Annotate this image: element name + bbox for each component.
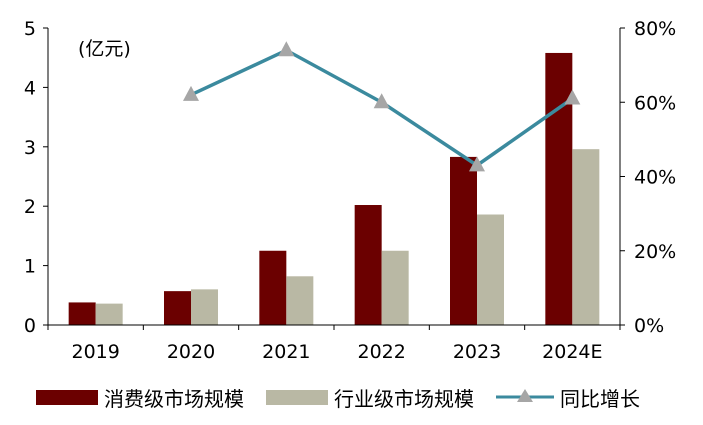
legend: 消费级市场规模 行业级市场规模 同比增长 xyxy=(36,382,662,412)
right-tick-label: 80% xyxy=(634,18,676,40)
axes xyxy=(47,28,621,326)
x-tick-label: 2023 xyxy=(453,341,501,363)
bars xyxy=(68,52,600,325)
right-tick-label: 60% xyxy=(634,92,676,114)
bar-industry-2023 xyxy=(477,214,504,325)
growth-line xyxy=(183,41,581,172)
bar-consumer-2022 xyxy=(354,205,382,325)
bar-industry-2020 xyxy=(191,289,218,325)
growth-marker xyxy=(183,85,199,101)
bar-consumer-2024E xyxy=(545,52,573,325)
x-tick-label: 2020 xyxy=(167,341,215,363)
legend-item-consumer: 消费级市场规模 xyxy=(36,383,244,412)
growth-marker xyxy=(278,41,295,57)
bar-consumer-2023 xyxy=(450,156,477,325)
x-tick-label: 2019 xyxy=(71,341,119,363)
bar-industry-2021 xyxy=(286,276,314,325)
left-tick-label: 3 xyxy=(24,137,36,159)
legend-swatch-industry xyxy=(266,389,328,405)
x-ticks: 2019 2020 2021 2022 2023 2024E xyxy=(47,325,621,363)
bar-industry-2019 xyxy=(95,303,123,325)
left-ticks: 0 1 2 3 4 5 xyxy=(24,18,48,337)
bar-consumer-2020 xyxy=(164,291,191,325)
left-tick-label: 4 xyxy=(24,77,36,99)
legend-item-growth: 同比增长 xyxy=(496,383,640,412)
bar-consumer-2021 xyxy=(259,250,287,325)
left-tick-label: 2 xyxy=(24,196,36,218)
legend-label-industry: 行业级市场规模 xyxy=(334,386,474,411)
right-tick-label: 20% xyxy=(634,241,676,263)
x-tick-label: 2024E xyxy=(542,341,602,363)
right-tick-label: 0% xyxy=(634,315,664,337)
right-tick-label: 40% xyxy=(634,167,676,189)
x-tick-label: 2021 xyxy=(262,341,310,363)
legend-item-industry: 行业级市场规模 xyxy=(266,383,474,412)
x-tick-label: 2022 xyxy=(357,341,405,363)
legend-label-growth: 同比增长 xyxy=(560,386,640,411)
left-tick-label: 1 xyxy=(24,256,36,278)
growth-marker xyxy=(373,93,390,109)
bar-industry-2022 xyxy=(381,250,409,325)
unit-label: (亿元) xyxy=(78,38,131,60)
legend-label-consumer: 消费级市场规模 xyxy=(104,386,244,411)
legend-line-icon xyxy=(496,389,554,402)
left-tick-label: 5 xyxy=(24,18,36,40)
growth-marker xyxy=(564,89,581,105)
bar-consumer-2019 xyxy=(68,302,96,325)
right-ticks: 0% 20% 40% 60% 80% xyxy=(620,18,676,337)
left-tick-label: 0 xyxy=(24,315,36,337)
legend-swatch-consumer xyxy=(36,389,98,405)
growth-marker xyxy=(469,156,485,172)
bar-industry-2024E xyxy=(572,149,600,325)
